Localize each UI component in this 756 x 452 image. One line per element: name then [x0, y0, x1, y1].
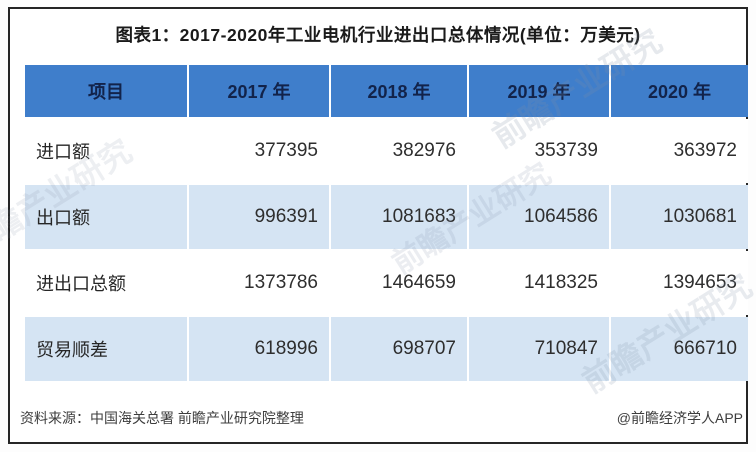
table-cell: 1464659 — [331, 251, 467, 315]
table-cell: 1394653 — [611, 251, 748, 315]
table-cell: 382976 — [331, 119, 467, 183]
table-cell: 1373786 — [189, 251, 329, 315]
credit-note: @前瞻经济学人APP — [616, 410, 743, 426]
table-cell: 353739 — [469, 119, 609, 183]
column-header-2018: 2018 年 — [331, 65, 467, 117]
column-header-2019: 2019 年 — [469, 65, 609, 117]
column-header-2017: 2017 年 — [189, 65, 329, 117]
table-cell: 1064586 — [469, 185, 609, 249]
row-label-imports: 进口额 — [25, 119, 187, 183]
figure-footer: 资料来源：中国海关总署 前瞻产业研究院整理 @前瞻经济学人APP — [20, 408, 743, 428]
table-cell: 698707 — [331, 317, 467, 381]
table-cell: 377395 — [189, 119, 329, 183]
table-cell: 618996 — [189, 317, 329, 381]
table-cell: 1081683 — [331, 185, 467, 249]
table-cell: 996391 — [189, 185, 329, 249]
table-cell: 1030681 — [611, 185, 748, 249]
row-label-total: 进出口总额 — [25, 251, 187, 315]
figure-frame: 图表1：2017-2020年工业电机行业进出口总体情况(单位：万美元) 项目 2… — [0, 7, 756, 444]
data-table: 项目 2017 年 2018 年 2019 年 2020 年 进口额 37739… — [25, 65, 748, 381]
table-cell: 710847 — [469, 317, 609, 381]
table-cell: 666710 — [611, 317, 748, 381]
table-cell: 1418325 — [469, 251, 609, 315]
row-label-exports: 出口额 — [25, 185, 187, 249]
table-cell: 363972 — [611, 119, 748, 183]
figure-title: 图表1：2017-2020年工业电机行业进出口总体情况(单位：万美元) — [115, 25, 641, 45]
source-note: 资料来源：中国海关总署 前瞻产业研究院整理 — [20, 410, 304, 426]
column-header-2020: 2020 年 — [611, 65, 748, 117]
column-header-item: 项目 — [25, 65, 187, 117]
row-label-surplus: 贸易顺差 — [25, 317, 187, 381]
